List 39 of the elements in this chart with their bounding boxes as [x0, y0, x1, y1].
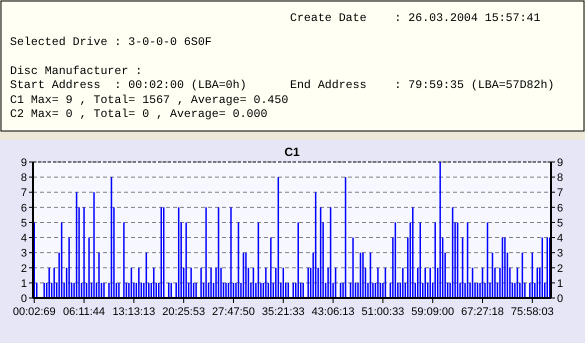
x-tick-label: 20:25:53 [162, 306, 206, 318]
x-tick-label: 75:58:03 [510, 306, 554, 318]
text: End Address : 79:59:35 (LBA=57D82h) [290, 79, 554, 92]
x-tick-label: 06:11:44 [63, 306, 106, 318]
y-tick-label: 8 [20, 172, 27, 184]
y-tick-label: 5 [20, 217, 27, 230]
x-tick-label: 35:21:33 [262, 306, 305, 318]
y-tick-label: 4 [20, 232, 27, 245]
y-tick-label: 2 [20, 262, 27, 275]
y-tick-label: 6 [20, 202, 27, 214]
text: Selected Drive : 3-0-0-0 6S0F [10, 36, 212, 49]
y-tick-label: 0 [20, 293, 27, 305]
y-tick-label: 9 [20, 157, 27, 169]
text: C1 Max= 9 , Total= 1567 , Average= 0.450 [10, 94, 288, 107]
x-tick-label: 59:09:00 [411, 306, 454, 318]
y-tick-label: 7 [20, 187, 27, 200]
y2-tick-label: 5 [557, 217, 564, 230]
y2-tick-label: 3 [557, 248, 564, 260]
x-tick-label: 51:00:33 [361, 306, 404, 318]
y2-tick-label: 7 [557, 187, 564, 200]
y2-tick-label: 6 [557, 202, 564, 214]
text: Disc Manufacturer : [10, 65, 142, 78]
x-tick-label: 00:02:69 [12, 306, 56, 318]
x-tick-label: 43:06:13 [312, 306, 355, 318]
y-tick-label: 3 [20, 248, 27, 260]
y2-tick-label: 0 [557, 293, 564, 305]
text: Create Date : 26.03.2004 15:57:41 [290, 12, 541, 25]
y2-tick-label: 2 [557, 262, 564, 275]
chart-title: C1 [284, 145, 300, 159]
y-tick-label: 1 [20, 278, 27, 290]
y2-tick-label: 1 [557, 278, 564, 290]
y2-tick-label: 4 [557, 232, 564, 245]
y2-tick-label: 9 [557, 157, 564, 169]
x-tick-label: 67:27:18 [461, 306, 504, 318]
x-tick-label: 27:47:50 [212, 306, 255, 318]
text: C2 Max= 0 , Total= 0 , Average= 0.000 [10, 108, 268, 121]
x-tick-label: 13:13:13 [112, 306, 156, 318]
text: Start Address : 00:02:00 (LBA=0h) [10, 79, 247, 92]
y2-tick-label: 8 [557, 172, 564, 184]
